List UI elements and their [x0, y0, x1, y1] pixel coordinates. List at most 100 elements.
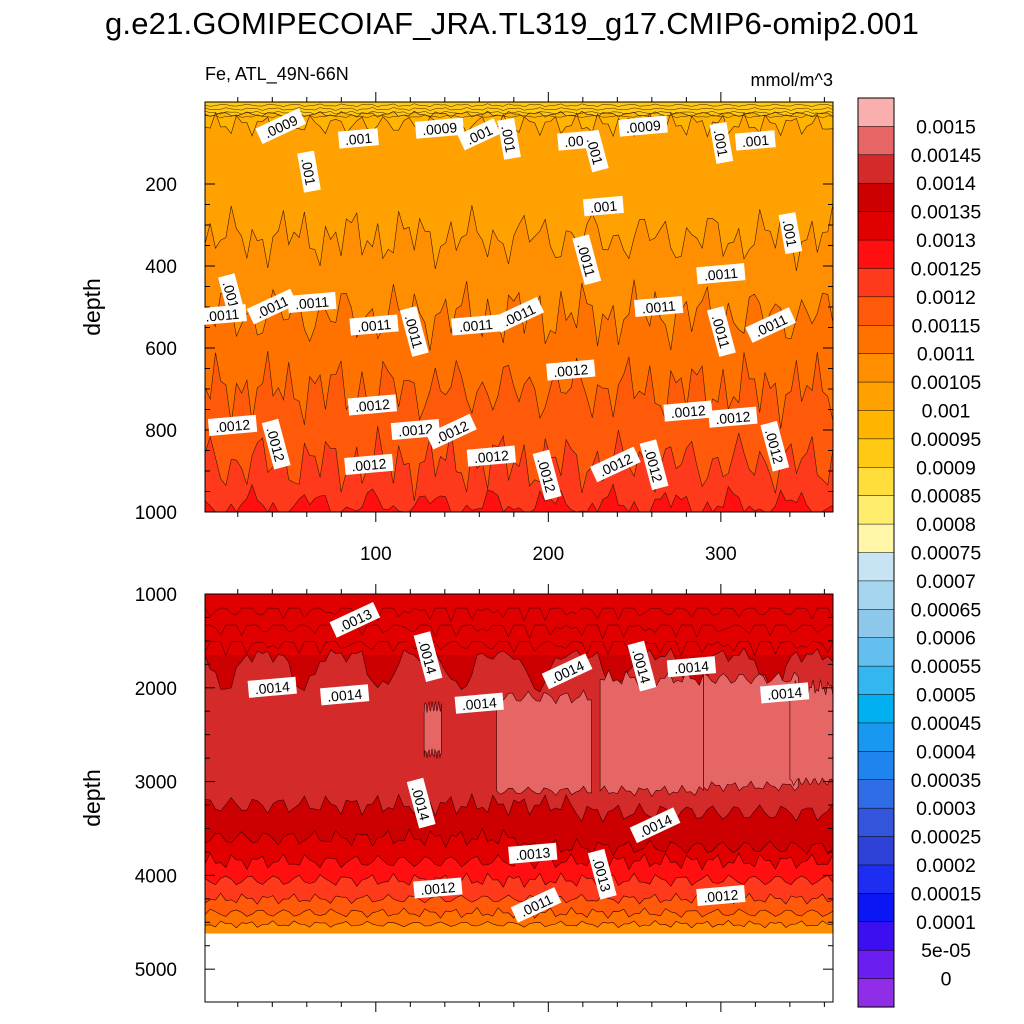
contour-band: [205, 919, 833, 934]
contour-label: .0012: [413, 877, 463, 899]
contour-label-box: [247, 676, 297, 698]
colorbar-label: 0.00125: [911, 258, 982, 280]
colorbar-label: 0.0011: [917, 344, 975, 366]
colorbar-swatch: [857, 637, 895, 667]
contour-label-text: .0011: [294, 293, 329, 312]
contour-line: [205, 624, 833, 640]
colorbar-swatch: [857, 978, 895, 1008]
colorbar-swatch: [857, 438, 895, 468]
contour-label-text: .001: [584, 136, 607, 167]
colorbar-label: 0.001: [922, 400, 971, 422]
contour-label-text: .001: [298, 157, 319, 187]
contour-label-box: [414, 117, 465, 139]
colorbar-label: 0.0007: [916, 571, 976, 593]
contour-label-box: [582, 129, 609, 173]
contour-label-box: [466, 445, 517, 467]
colorbar-label: 0.0005: [916, 685, 976, 707]
lower-ytick-label: 4000: [135, 866, 177, 887]
colorbar-label: 0: [941, 969, 952, 991]
contour-label-box: [587, 848, 617, 900]
upper-right-title: mmol/m^3: [751, 70, 833, 90]
contour-label-box: [261, 418, 291, 470]
contour-label-text: .0014: [461, 694, 498, 713]
colorbar-label: 0.00085: [911, 486, 982, 508]
contour-line: [205, 107, 833, 111]
contour-label-text: .0011: [205, 306, 240, 325]
contour-label-text: .0012: [553, 361, 590, 380]
contour-label: .0011: [349, 314, 399, 336]
contour-label: .0011: [634, 295, 684, 318]
colorbar-label: 0.00135: [911, 202, 982, 224]
lower-panel: 1000 2000 3000 4000 5000 depth .0013 .0014 .0014…: [79, 584, 834, 1012]
contour-label: .0012: [639, 439, 669, 491]
contour-label: .0014: [760, 682, 810, 704]
contour-label-box: [493, 296, 545, 333]
contour-line: [205, 103, 833, 108]
contour-label-box: [532, 449, 562, 501]
lower-ytick-label: 1000: [135, 585, 177, 606]
lower-frame: [204, 593, 834, 1003]
upper-ytick-label: 200: [145, 175, 177, 196]
colorbar-swatch: [857, 296, 895, 326]
contour-label-box: [634, 295, 684, 318]
colorbar-swatch: [857, 467, 895, 497]
contour-label: .0012: [466, 445, 517, 467]
colorbar-swatch: [857, 949, 895, 980]
contour-label-box: [347, 394, 398, 416]
contour-label-text: .0013: [515, 844, 552, 863]
contour-label: .001: [734, 130, 776, 151]
contour-label: .0012: [546, 359, 596, 381]
contour-label-box: [696, 263, 746, 285]
contour-label-box: [760, 682, 810, 704]
lower-ytick-label: 3000: [135, 773, 177, 794]
contour-label-text: .0012: [214, 416, 251, 435]
colorbar-swatch: [857, 495, 895, 525]
upper-xtick-label: 200: [532, 544, 564, 565]
contour-label-box: [745, 307, 797, 343]
contour-label-box: [541, 653, 593, 690]
upper-ytick-label: 400: [145, 257, 177, 278]
upper-xtick-label: 100: [360, 544, 392, 565]
contour-label-text: .001: [220, 279, 243, 310]
contour-band: [205, 594, 833, 655]
colorbar-swatch: [857, 154, 895, 184]
contour-label-box: [255, 108, 307, 144]
contour-label-text: .0014: [673, 658, 710, 677]
contour-label-text: .0012: [703, 886, 740, 905]
contour-label: .001: [582, 195, 624, 217]
contour-label-box: [582, 195, 624, 217]
contour-label-text: .001: [589, 197, 618, 215]
contour-label-box: [406, 777, 436, 829]
contour-label-text: .0011: [356, 316, 391, 335]
contour-label: .001: [497, 117, 521, 160]
colorbar-label: 0.00045: [911, 713, 982, 735]
colorbar-label: 0.00015: [911, 883, 982, 905]
colorbar-label: 0.0009: [916, 457, 976, 479]
contour-label: .0012: [344, 453, 394, 475]
contour-label-text: .0012: [351, 455, 388, 474]
colorbar-swatch: [857, 126, 895, 156]
colorbar-label: 0.00065: [911, 599, 982, 621]
contour-label: .0011: [197, 304, 247, 326]
colorbar-label: 0.0014: [916, 173, 976, 195]
upper-panel: 200 400 600 800 1000 100 200 300 depth .0009 .001.…: [79, 64, 834, 565]
colorbar-swatch: [857, 779, 895, 809]
colorbar: 0.0015 0.00145 0.0014 0.00135 0.0013 0.00125 0…: [857, 97, 982, 1008]
colorbar-label: 0.0003: [916, 798, 976, 820]
contour-label-box: [426, 413, 477, 450]
contour-label-text: .0009: [625, 117, 662, 136]
colorbar-swatch: [857, 722, 895, 752]
colorbar-swatch: [857, 182, 895, 213]
contour-label-box: [287, 291, 337, 313]
colorbar-swatch: [857, 268, 895, 298]
contour-label-box: [618, 115, 668, 137]
colorbar-label: 0.00105: [911, 372, 982, 394]
contour-label: .001: [778, 212, 803, 255]
colorbar-swatch: [857, 751, 895, 781]
contour-label: .001: [297, 150, 321, 193]
colorbar-swatch: [857, 807, 895, 838]
colorbar-label: 0.00075: [911, 543, 982, 565]
contour-label-box: [760, 420, 790, 472]
contour-label-box: [344, 453, 394, 475]
contour-label: .0012: [663, 400, 713, 422]
